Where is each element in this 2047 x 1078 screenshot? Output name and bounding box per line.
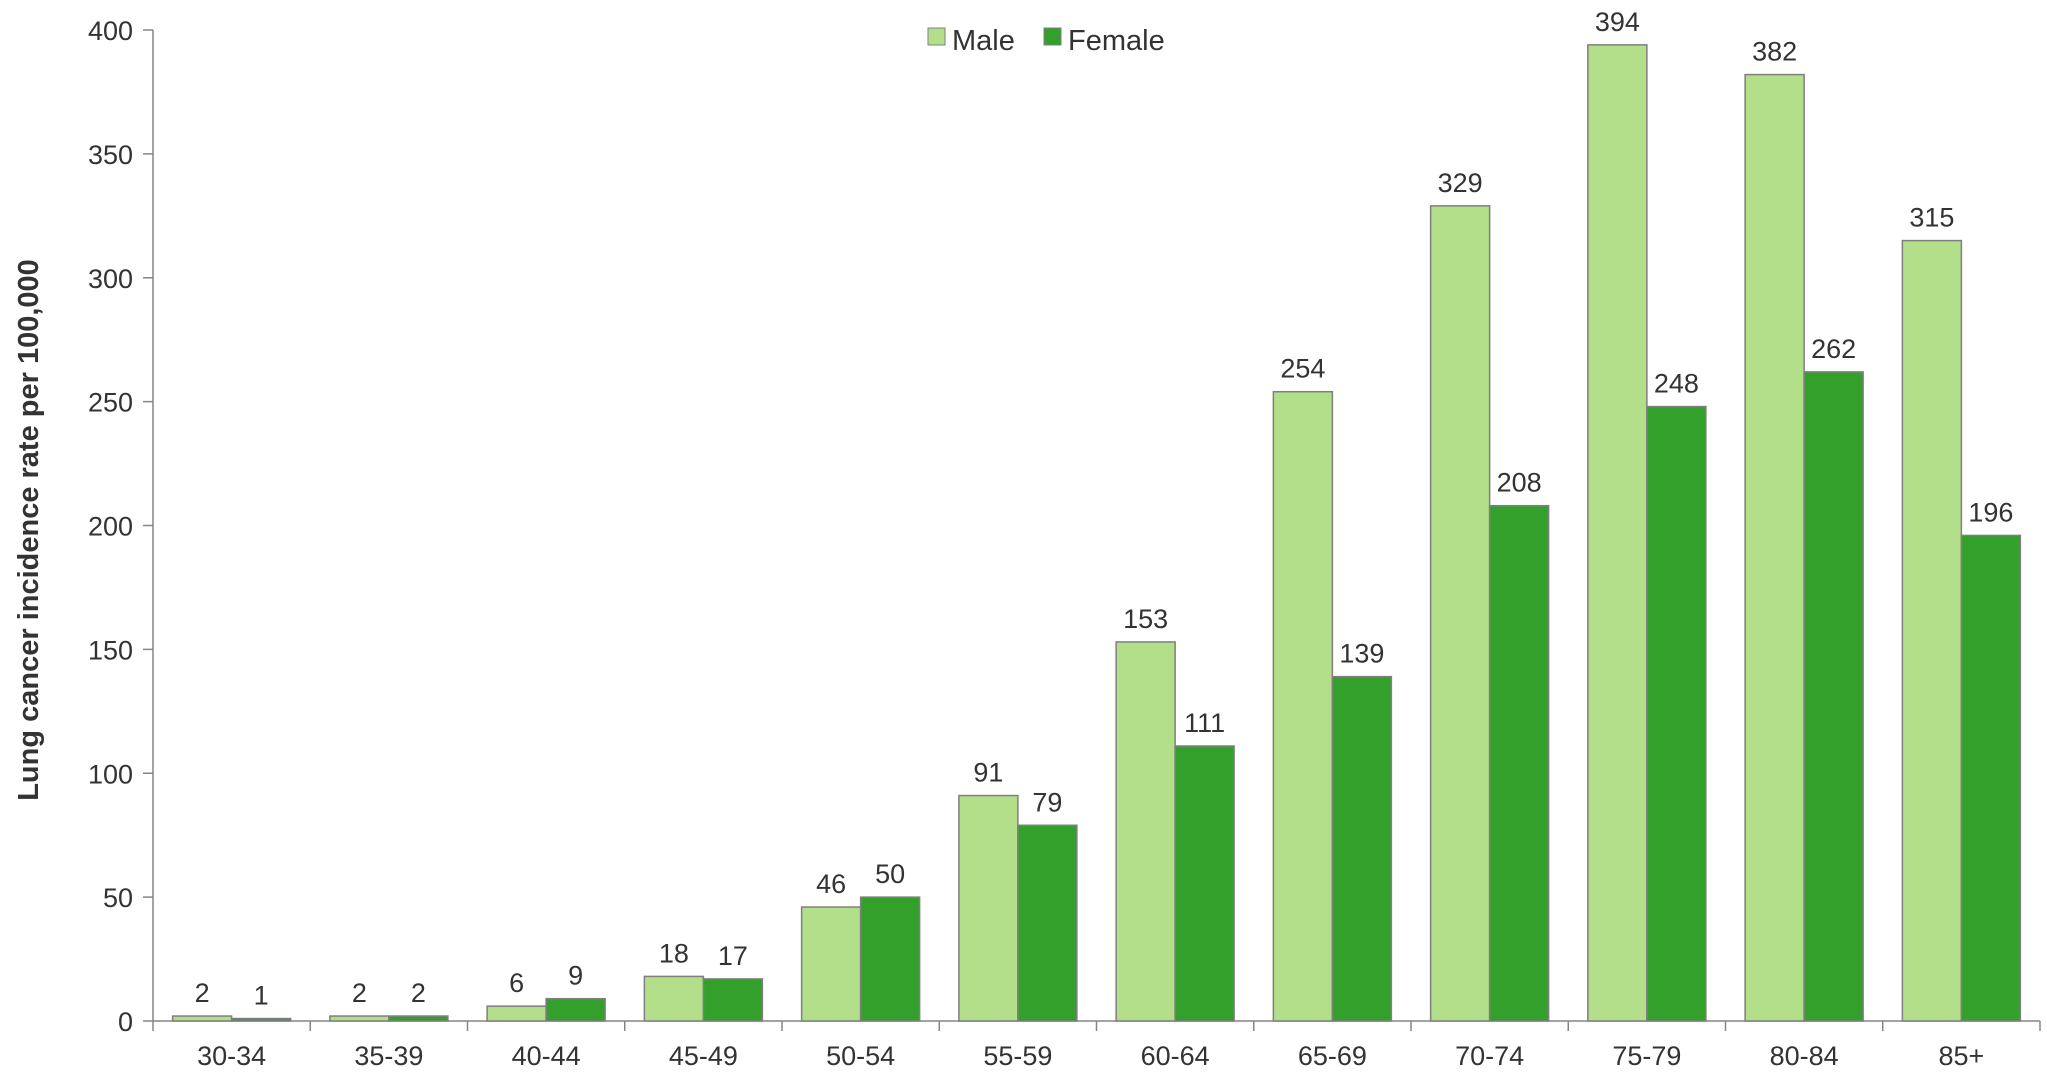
legend: Male Female (927, 25, 1165, 57)
y-tick-label: 300 (88, 264, 133, 294)
y-tick-label: 100 (88, 759, 133, 789)
data-label-female: 79 (1032, 787, 1062, 817)
data-label-female: 208 (1497, 468, 1542, 498)
bar-female (545, 997, 606, 1022)
bar-male (171, 1015, 233, 1022)
y-tick-label: 350 (88, 140, 133, 170)
legend-label-male: Male (952, 25, 1015, 57)
data-label-male: 153 (1123, 604, 1168, 634)
y-axis: 0 50 100 150 200 250 300 350 400 (88, 16, 154, 1037)
x-tick-label: 70-74 (1455, 1041, 1524, 1071)
y-tick-label: 250 (88, 388, 133, 418)
x-tick-label: 65-69 (1298, 1041, 1367, 1071)
data-labels: 2 1 2 2 6 9 18 17 46 50 91 79 153 111 254 139 329 208 394 2… (195, 7, 2014, 1011)
bar-male (1429, 205, 1491, 1022)
bar-male (1587, 44, 1648, 1022)
bar-female (388, 1015, 449, 1022)
x-tick-label: 60-64 (1141, 1041, 1210, 1071)
legend-label-female: Female (1068, 25, 1165, 57)
x-tick-label: 55-59 (983, 1041, 1052, 1071)
bar-male (958, 794, 1019, 1022)
data-label-female: 196 (1968, 497, 2013, 527)
y-tick-label: 150 (88, 635, 133, 665)
bar-male (329, 1015, 390, 1022)
x-tick-label: 30-34 (197, 1041, 266, 1071)
bar-female (1331, 675, 1393, 1022)
x-tick-label: 40-44 (512, 1041, 581, 1071)
x-tick-label: 45-49 (669, 1041, 738, 1071)
data-label-male: 2 (352, 978, 367, 1008)
data-label-female: 248 (1654, 369, 1699, 399)
y-tick-label: 400 (88, 16, 133, 46)
data-label-male: 91 (973, 758, 1003, 788)
bar-female (1960, 534, 2022, 1022)
data-label-male: 46 (816, 869, 846, 899)
bar-male (1272, 390, 1334, 1022)
data-label-male: 315 (1909, 203, 1954, 233)
data-label-male: 18 (659, 938, 689, 968)
bar-female (1017, 824, 1078, 1022)
x-tick-label: 50-54 (826, 1041, 895, 1071)
data-label-male: 2 (195, 978, 210, 1008)
x-tick-label: 75-79 (1612, 1041, 1681, 1071)
bar-female (230, 1017, 292, 1022)
x-axis: 30-34 35-39 40-44 45-49 50-54 55-59 60-64 65-69… (152, 1020, 2041, 1071)
bar-female (859, 896, 921, 1022)
data-label-male: 6 (509, 968, 524, 998)
bar-female (1646, 405, 1707, 1022)
bar-male (800, 906, 862, 1022)
bar-female (1803, 371, 1864, 1022)
y-tick-label: 0 (118, 1007, 133, 1037)
bar-male (1901, 239, 1963, 1022)
data-label-male: 382 (1752, 37, 1797, 67)
x-tick-label: 35-39 (354, 1041, 423, 1071)
data-label-male: 254 (1280, 354, 1325, 384)
data-label-female: 50 (875, 859, 905, 889)
data-label-female: 17 (718, 941, 748, 971)
bars (171, 44, 2022, 1022)
data-label-female: 2 (411, 978, 426, 1008)
data-label-female: 139 (1339, 639, 1384, 669)
legend-swatch-female (1043, 27, 1062, 46)
data-label-male: 394 (1595, 7, 1640, 37)
x-tick-label: 80-84 (1770, 1041, 1839, 1071)
legend-swatch-male (927, 27, 946, 46)
y-tick-label: 200 (88, 512, 133, 542)
y-tick-label: 50 (103, 883, 133, 913)
data-label-male: 329 (1438, 168, 1483, 198)
data-label-female: 262 (1811, 334, 1856, 364)
data-label-female: 111 (1184, 708, 1225, 738)
bar-female (702, 978, 764, 1022)
y-axis-title: Lung cancer incidence rate per 100,000 (13, 259, 45, 801)
bar-female (1488, 504, 1550, 1022)
bar-male (643, 975, 705, 1022)
bar-female (1174, 745, 1235, 1022)
bar-male (486, 1005, 547, 1022)
bar-male (1744, 73, 1805, 1022)
data-label-female: 1 (254, 981, 269, 1011)
bar-male (1115, 641, 1176, 1022)
x-tick-label: 85+ (1938, 1041, 1984, 1071)
data-label-female: 9 (568, 961, 583, 991)
